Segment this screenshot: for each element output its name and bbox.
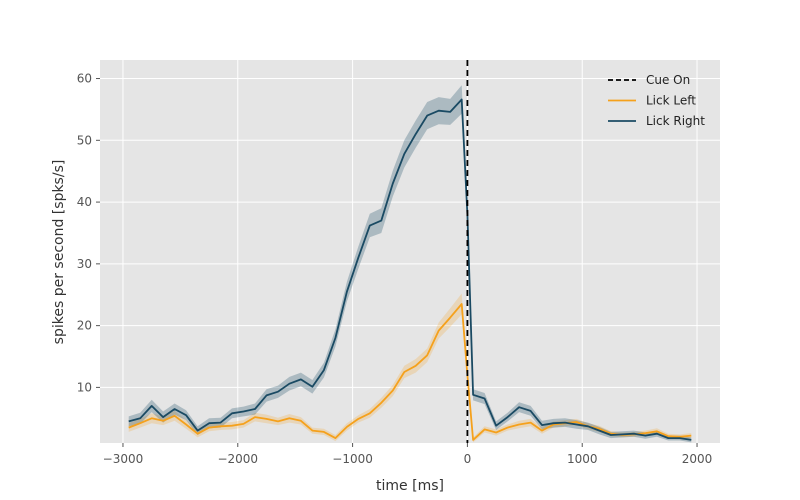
x-tick-label: −3000 bbox=[103, 452, 144, 466]
y-tick-label: 30 bbox=[77, 257, 92, 271]
x-tick-label: 1000 bbox=[567, 452, 598, 466]
y-tick-label: 20 bbox=[77, 319, 92, 333]
y-tick-label: 40 bbox=[77, 195, 92, 209]
legend-item: Cue On bbox=[608, 73, 690, 87]
x-tick-label: −1000 bbox=[332, 452, 373, 466]
y-tick-label: 10 bbox=[77, 380, 92, 394]
legend-item: Lick Right bbox=[608, 114, 705, 128]
grid bbox=[100, 60, 720, 443]
y-tick-label: 50 bbox=[77, 133, 92, 147]
series-line-lick-left bbox=[128, 303, 692, 441]
x-tick-label: 2000 bbox=[682, 452, 713, 466]
legend-item: Lick Left bbox=[608, 94, 696, 108]
plot-background bbox=[100, 60, 720, 443]
y-tick-label: 60 bbox=[77, 72, 92, 86]
tick-labels: −3000 −2000 −1000 0 1000 2000 10 20 30 40 50 60 bbox=[77, 72, 713, 466]
y-axis-label: spikes per second [spks/s] bbox=[51, 160, 67, 345]
legend-label: Lick Right bbox=[646, 114, 705, 128]
error-band-lick-right bbox=[128, 85, 692, 443]
x-axis-label: time [ms] bbox=[376, 478, 444, 494]
legend-label: Cue On bbox=[646, 73, 690, 87]
legend: Cue On Lick Left Lick Right bbox=[608, 73, 705, 128]
x-tick-label: −2000 bbox=[217, 452, 258, 466]
series-line-lick-right bbox=[128, 98, 692, 441]
x-tick-label: 0 bbox=[464, 452, 472, 466]
series-lines bbox=[128, 98, 692, 441]
legend-label: Lick Left bbox=[646, 94, 696, 108]
